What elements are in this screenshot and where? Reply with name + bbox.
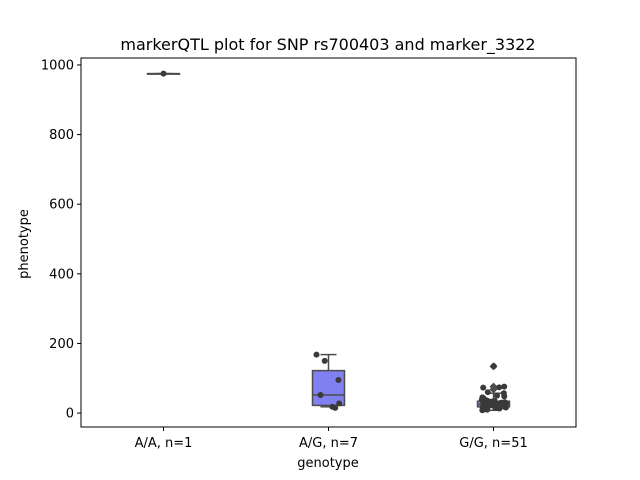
x-tick-label: A/A, n=1 [135,436,193,451]
y-tick-label: 400 [49,267,74,282]
data-point [501,383,508,390]
data-point [496,384,503,391]
data-point [332,404,339,411]
data-point [317,391,324,398]
x-tick-label: A/G, n=7 [299,436,358,451]
y-axis-label: phenotype [17,209,32,279]
x-axis-label: genotype [297,456,358,471]
plot-area: 0 200 400 600 800 1000 A/A, n=1 A/G, n=7 G/G, n=… [41,57,577,451]
data-point [480,384,487,391]
data-point [494,392,501,399]
x-tick-label: G/G, n=51 [459,436,527,451]
data-point [479,407,486,414]
y-tick-label: 600 [49,198,74,213]
y-tick-label: 0 [66,407,74,422]
data-point [313,351,320,358]
y-tick-label: 800 [49,128,74,143]
chart-title: markerQTL plot for SNP rs700403 and mark… [120,35,535,55]
data-point [502,404,509,411]
y-tick-label: 1000 [41,58,74,73]
data-point [490,363,497,370]
data-point [336,400,343,407]
outlier-marker [489,385,498,394]
data-point [484,389,491,396]
data-point [321,357,328,364]
data-point [160,70,167,77]
data-point [335,377,342,384]
y-tick-label: 200 [49,337,74,352]
box [311,369,346,407]
data-point [501,393,508,400]
data-point [496,405,503,412]
data-point [484,406,491,413]
